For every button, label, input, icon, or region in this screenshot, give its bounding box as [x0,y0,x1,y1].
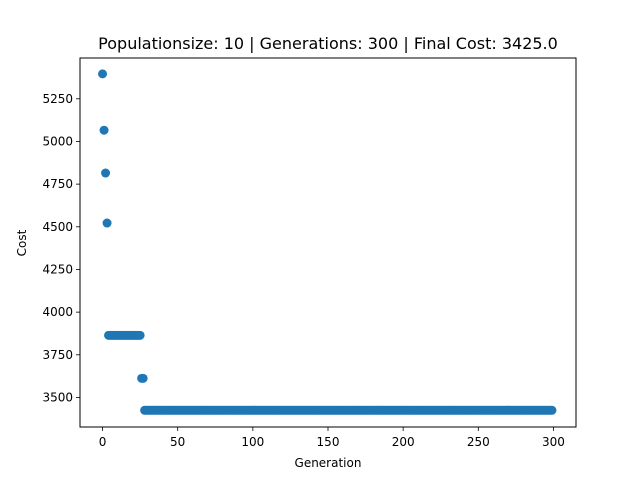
data-point [102,218,112,228]
plot-frame [79,57,577,428]
axis-ticks: 0 50 100 150 200 250 300 3500 3750 4000 4250 4500 47… [42,92,564,449]
y-tick-label: 3750 [42,348,73,362]
x-tick-label: 0 [99,435,107,449]
chart-title: Populationsize: 10 | Generations: 300 | … [98,34,558,53]
data-point [98,69,108,79]
x-axis-label: Generation [295,456,362,470]
x-tick-label: 250 [467,435,490,449]
x-tick-label: 50 [170,435,185,449]
x-tick-label: 100 [241,435,264,449]
y-tick-label: 4000 [42,305,73,319]
y-tick-label: 3500 [42,390,73,404]
y-axis-label: Cost [15,229,29,256]
x-tick-label: 150 [317,435,340,449]
data-points [98,69,557,415]
data-point [135,330,145,340]
data-point [138,373,148,383]
data-point [547,405,557,415]
y-tick-label: 5250 [42,92,73,106]
y-tick-label: 4250 [42,262,73,276]
x-tick-label: 300 [542,435,565,449]
y-tick-label: 4500 [42,220,73,234]
y-tick-label: 5000 [42,134,73,148]
data-point [99,125,109,135]
x-tick-label: 200 [392,435,415,449]
y-tick-label: 4750 [42,177,73,191]
data-point [101,168,111,178]
